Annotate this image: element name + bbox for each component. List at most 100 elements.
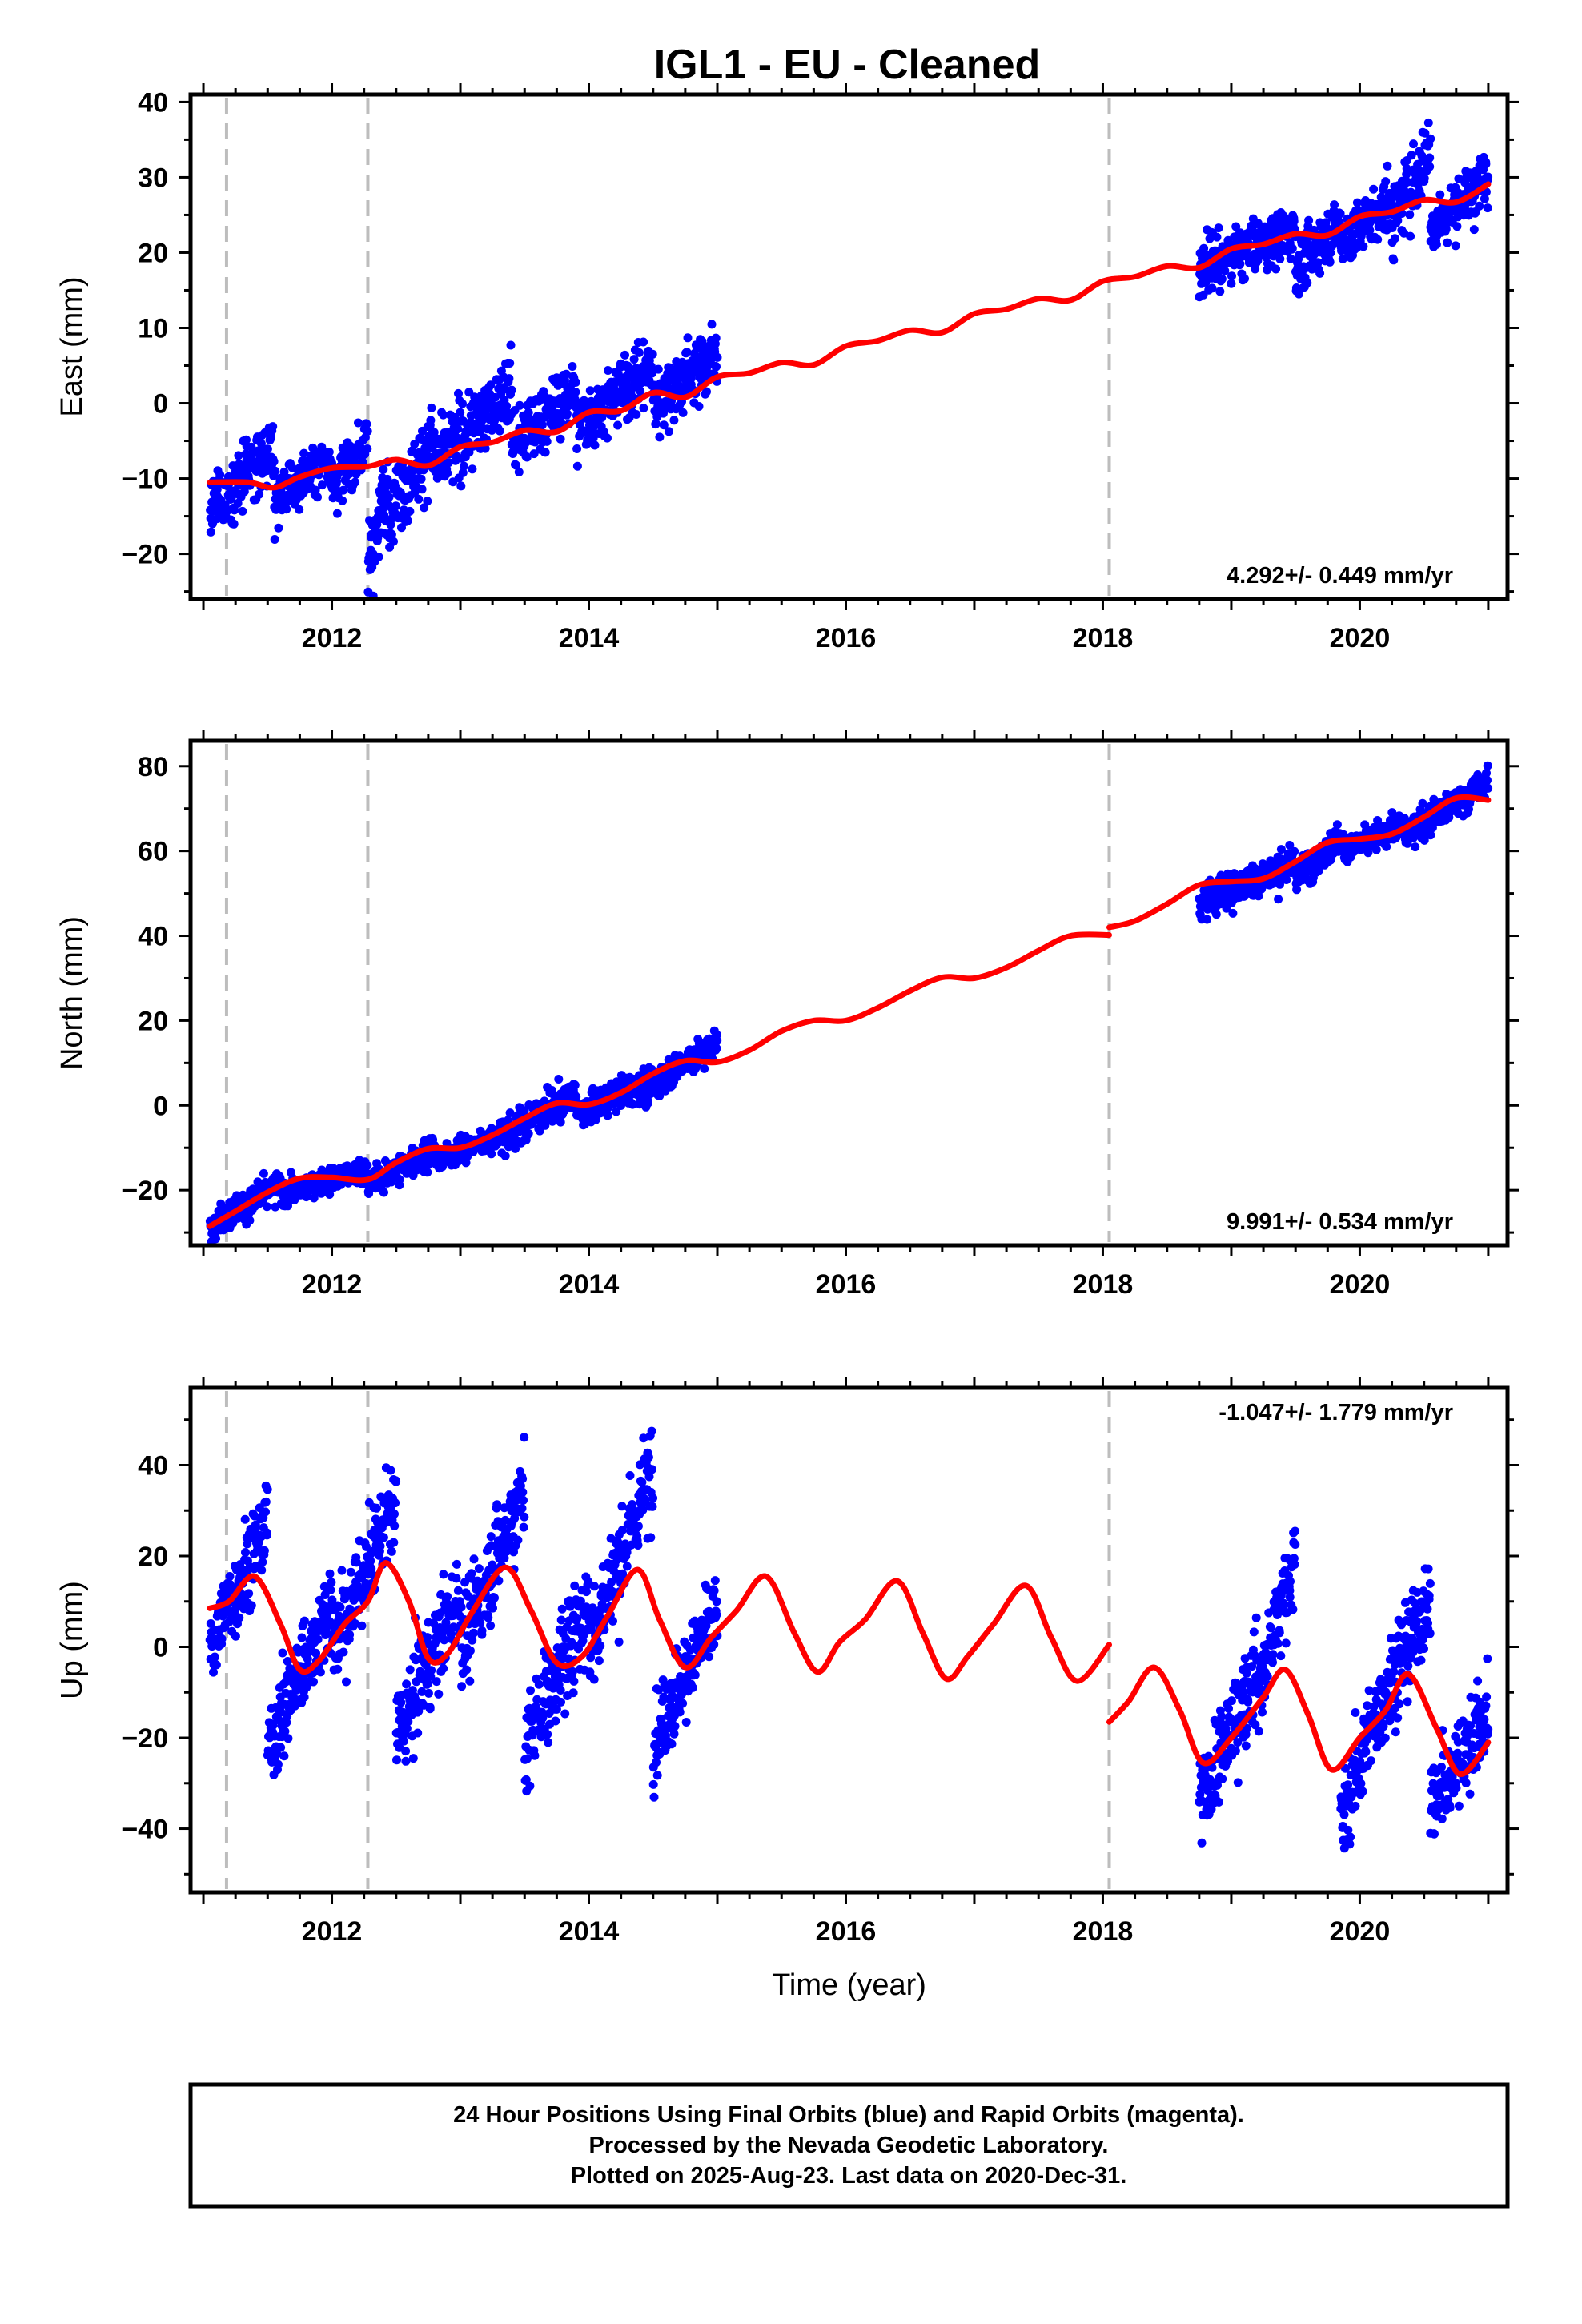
data-point	[383, 474, 392, 484]
data-point	[1235, 259, 1245, 268]
data-point	[217, 1634, 227, 1643]
data-point	[1275, 254, 1285, 263]
data-point	[270, 535, 279, 544]
data-point	[653, 364, 663, 374]
data-point	[1373, 816, 1383, 825]
data-point	[585, 386, 595, 396]
data-point	[713, 1036, 722, 1046]
data-point	[1483, 775, 1492, 785]
data-point	[357, 1621, 367, 1630]
data-point	[1227, 271, 1236, 281]
model-curve	[1106, 794, 1492, 931]
data-point	[1228, 908, 1238, 918]
data-point	[628, 1100, 637, 1109]
data-point	[324, 448, 334, 456]
data-point	[1292, 885, 1302, 895]
data-point	[389, 537, 398, 546]
data-point	[390, 1521, 400, 1530]
x-tick-label: 2014	[559, 623, 620, 653]
data-point	[612, 1107, 621, 1116]
data-point	[315, 1667, 325, 1677]
data-point	[490, 1593, 499, 1602]
data-point	[1371, 845, 1381, 854]
y-tick-label: −20	[122, 1176, 168, 1206]
data-point	[391, 1477, 401, 1486]
data-point	[211, 1660, 221, 1670]
data-point	[1290, 846, 1299, 856]
data-point	[1399, 814, 1409, 823]
data-point	[572, 444, 582, 453]
data-point	[560, 1709, 570, 1719]
data-point	[1393, 216, 1403, 225]
data-point	[424, 1688, 433, 1698]
data-point	[561, 369, 571, 379]
data-point	[413, 1728, 423, 1738]
data-point	[500, 1151, 510, 1160]
data-point	[379, 1533, 388, 1542]
data-point	[541, 1667, 551, 1676]
data-point	[402, 1723, 412, 1733]
data-point	[604, 366, 612, 375]
data-point	[457, 1682, 467, 1691]
data-point	[1405, 210, 1415, 219]
data-point	[1214, 223, 1223, 233]
data-point	[556, 1615, 566, 1625]
data-point	[1473, 770, 1483, 779]
data-point	[513, 1535, 523, 1545]
data-point	[420, 503, 429, 513]
data-point	[629, 355, 639, 364]
data-point	[366, 1556, 375, 1566]
data-point	[423, 1679, 432, 1688]
x-tick-label: 2018	[1073, 623, 1134, 653]
data-point	[452, 1559, 461, 1569]
data-point	[1335, 209, 1345, 219]
data-point	[495, 426, 504, 436]
data-point	[243, 1539, 252, 1549]
model-curve	[207, 181, 1492, 491]
data-point	[1409, 139, 1418, 149]
data-point	[524, 1128, 533, 1138]
data-point	[1199, 243, 1209, 253]
data-point	[456, 408, 465, 417]
data-point	[554, 1075, 564, 1084]
data-point	[299, 1616, 309, 1626]
data-point	[1217, 274, 1227, 283]
data-point	[299, 1692, 309, 1702]
data-point	[268, 422, 278, 432]
data-point	[700, 1063, 709, 1073]
data-point	[335, 1602, 345, 1612]
data-point	[280, 1727, 290, 1736]
data-point	[414, 1707, 424, 1716]
data-point	[678, 408, 688, 417]
data-point	[530, 1751, 540, 1760]
data-point	[467, 1569, 476, 1578]
x-tick-label: 2012	[302, 1269, 363, 1300]
data-point	[465, 1676, 475, 1686]
data-point	[507, 385, 516, 395]
data-point	[427, 403, 436, 412]
data-point	[1365, 226, 1375, 235]
data-point	[241, 1548, 250, 1557]
data-point	[251, 1520, 260, 1530]
data-point	[1303, 278, 1312, 287]
data-point	[1332, 820, 1342, 830]
data-point	[274, 523, 283, 533]
data-point	[486, 1621, 496, 1630]
data-point	[211, 1234, 220, 1244]
data-point	[423, 1633, 432, 1642]
data-point	[1373, 235, 1383, 244]
y-axis-label: North (mm)	[55, 916, 89, 1070]
data-point	[417, 485, 427, 494]
data-point	[1407, 151, 1416, 160]
data-point	[410, 440, 420, 448]
data-point	[263, 444, 272, 454]
data-point	[297, 1633, 307, 1642]
data-point	[494, 1576, 504, 1586]
data-point	[1482, 768, 1491, 778]
data-point	[441, 1618, 451, 1627]
data-point	[603, 1111, 612, 1120]
data-point	[1435, 190, 1445, 199]
data-point	[570, 1080, 580, 1090]
data-point	[234, 451, 243, 460]
data-point	[1222, 903, 1231, 913]
